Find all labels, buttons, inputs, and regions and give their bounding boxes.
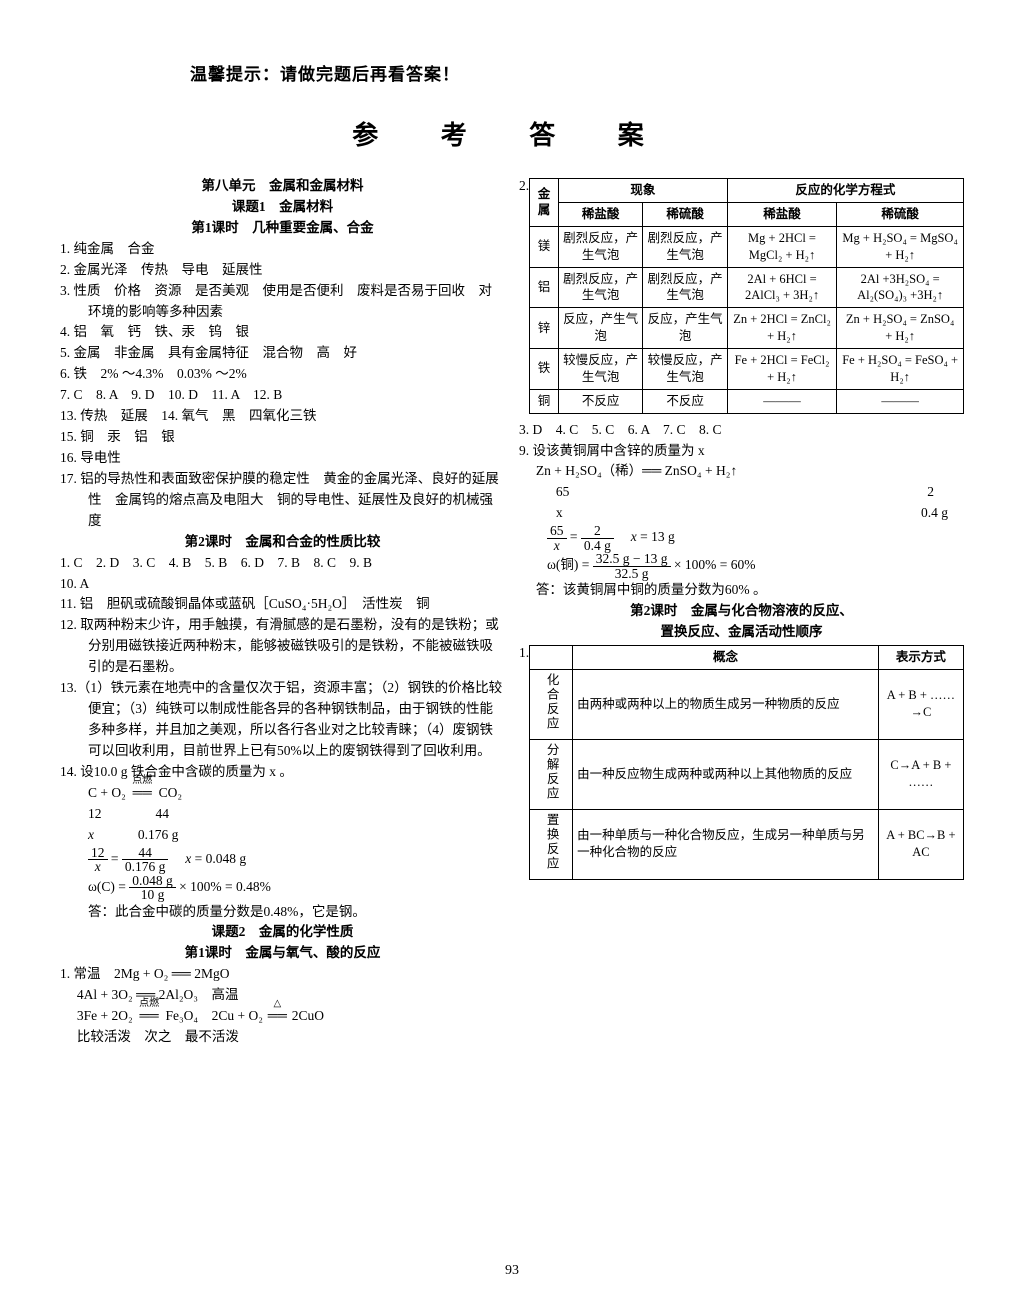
- rtt-r1-f: A + B + ……→C: [878, 669, 963, 739]
- lesson2-2-heading2: 置换反应、金属活动性顺序: [519, 622, 964, 643]
- line-13: 13. 传热 延展 14. 氧气 黑 四氧化三铁: [60, 406, 505, 427]
- rtt-h-form: 表示方式: [878, 646, 963, 670]
- rt-fe-d: Fe + H₂SO₄ = FeSO₄ + H₂↑: [837, 349, 964, 390]
- line-4: 4. 铝 氧 钙 铁、汞 钨 银: [60, 322, 505, 343]
- rt-fe-c: Fe + 2HCl = FeCl₂ + H₂↑: [727, 349, 836, 390]
- rt-mg-a: 剧烈反应，产生气泡: [558, 226, 642, 267]
- line-20: 10. A: [60, 574, 505, 595]
- line-17: 17. 铝的导热性和表面致密保护膜的稳定性 黄金的金属光泽、良好的延展性 金属钨…: [60, 469, 505, 532]
- rt-cu-a: 不反应: [558, 389, 642, 413]
- eq-12-44: 12 44: [60, 804, 505, 825]
- line-23: 13.（1）铁元素在地壳中的含量仅次于铝，资源丰富；（2）钢铁的价格比较便宜；（…: [60, 678, 505, 762]
- rtt-r2-c: 由一种反应物生成两种或两种以上其他物质的反应: [573, 739, 879, 809]
- rtt-r3-name: 置换反应: [530, 809, 573, 879]
- line-6: 6. 铁 2% ～4.3% 0.03% ～2%: [60, 364, 505, 385]
- rtt-h-blank: [530, 646, 573, 670]
- rt-h-phen: 现象: [558, 179, 727, 203]
- rt-cu-name: 铜: [530, 389, 559, 413]
- line-7-12: 7. C 8. A 9. D 10. D 11. A 12. B: [60, 385, 505, 406]
- line-1: 1. 纯金属 合金: [60, 239, 505, 260]
- rt-fe-name: 铁: [530, 349, 559, 390]
- lesson2-2-heading1: 第2课时 金属与化合物溶液的反应、: [519, 601, 964, 622]
- rt-al-name: 铝: [530, 267, 559, 308]
- q1-right-label: 1.: [519, 643, 529, 664]
- main-title: 参 考 答 案: [60, 115, 964, 152]
- line-22: 12. 取两种粉末少许，用手触摸，有滑腻感的是石墨粉，没有的是铁粉；或分别用磁铁…: [60, 615, 505, 678]
- topic2-heading: 课题2 金属的化学性质: [60, 922, 505, 943]
- page-number: 93: [0, 1263, 1024, 1279]
- reaction-table: 金属 现象 反应的化学方程式 稀盐酸 稀硫酸 稀盐酸 稀硫酸 镁 剧烈反应，产生…: [529, 178, 964, 414]
- rtt-r3-c: 由一种单质与一种化合物反应，生成另一种单质与另一种化合物的反应: [573, 809, 879, 879]
- line-31c: 3Fe + 2O₂ 点燃══ Fe₃O₄ 2Cu + O₂ △══ 2CuO: [60, 1006, 505, 1027]
- rtt-r3-f: A + BC→B + AC: [878, 809, 963, 879]
- line-9b: Zn + H₂SO₄（稀）══ ZnSO₄ + H₂↑: [519, 461, 964, 482]
- rt-h-p2: 稀硫酸: [643, 202, 727, 226]
- topic1-heading: 课题1 金属材料: [60, 197, 505, 218]
- lesson2-1-heading: 第1课时 金属与氧气、酸的反应: [60, 943, 505, 964]
- rt-h-eq: 反应的化学方程式: [727, 179, 963, 203]
- eq-omega-c: ω(C) = 0.048 g10 g × 100% = 0.48%: [60, 874, 505, 902]
- rtt-r2-f: C→A + B + ……: [878, 739, 963, 809]
- two-columns: 第八单元 金属和金属材料 课题1 金属材料 第1课时 几种重要金属、合金 1. …: [60, 176, 964, 1048]
- rt-al-a: 剧烈反应，产生气泡: [558, 267, 642, 308]
- rt-mg-c: Mg + 2HCl = MgCl₂ + H₂↑: [727, 226, 836, 267]
- line-15: 15. 铜 汞 铝 银: [60, 427, 505, 448]
- q1-right: 1. 概念 表示方式 化合反应 由两种或两种以上的物质生成另一种物质的反应 A …: [519, 643, 964, 886]
- eq-x-0176: x 0.176 g: [60, 825, 505, 846]
- rt-cu-b: 不反应: [643, 389, 727, 413]
- unit-heading: 第八单元 金属和金属材料: [60, 176, 505, 197]
- line-9a: 9. 设该黄铜屑中含锌的质量为 x: [519, 441, 964, 462]
- line-16: 16. 导电性: [60, 448, 505, 469]
- line-9g: 答：该黄铜屑中铜的质量分数为60% 。: [519, 580, 964, 601]
- eq-c-o2: C + O₂ 点燃══ CO₂: [60, 783, 505, 804]
- rt-al-d: 2Al +3H₂SO₄ = Al₂(SO₄)₃ +3H₂↑: [837, 267, 964, 308]
- line-31d: 比较活泼 次之 最不活泼: [60, 1027, 505, 1048]
- rt-zn-b: 反应，产生气泡: [643, 308, 727, 349]
- rt-fe-a: 较慢反应，产生气泡: [558, 349, 642, 390]
- rt-zn-d: Zn + H₂SO₄ = ZnSO₄ + H₂↑: [837, 308, 964, 349]
- rtt-h-concept: 概念: [573, 646, 879, 670]
- page: 温馨提示：请做完题后再看答案！ 参 考 答 案 第八单元 金属和金属材料 课题1…: [0, 0, 1024, 1301]
- rt-zn-name: 锌: [530, 308, 559, 349]
- rt-mg-d: Mg + H₂SO₄ = MgSO₄ + H₂↑: [837, 226, 964, 267]
- line-5: 5. 金属 非金属 具有金属特征 混合物 高 好: [60, 343, 505, 364]
- line-9e: 65x = 20.4 g x = 13 g: [519, 524, 964, 552]
- line-21: 11. 铝 胆矾或硫酸铜晶体或蓝矾［CuSO₄·5H₂O］ 活性炭 铜: [60, 594, 505, 615]
- column-left: 第八单元 金属和金属材料 课题1 金属材料 第1课时 几种重要金属、合金 1. …: [60, 176, 505, 1048]
- line-19: 1. C 2. D 3. C 4. B 5. B 6. D 7. B 8. C …: [60, 553, 505, 574]
- rt-cu-c: ———: [727, 389, 836, 413]
- rt-h-metal: 金属: [530, 179, 559, 227]
- lesson1-heading: 第1课时 几种重要金属、合金: [60, 218, 505, 239]
- line-9d: x0.4 g: [519, 503, 964, 524]
- line-9c: 652: [519, 482, 964, 503]
- rt-h-e1: 稀盐酸: [727, 202, 836, 226]
- hint-text: 温馨提示：请做完题后再看答案！: [190, 60, 964, 85]
- rtt-r1-name: 化合反应: [530, 669, 573, 739]
- rtt-r1-c: 由两种或两种以上的物质生成另一种物质的反应: [573, 669, 879, 739]
- rt-zn-a: 反应，产生气泡: [558, 308, 642, 349]
- rt-mg-name: 镁: [530, 226, 559, 267]
- rt-cu-d: ———: [837, 389, 964, 413]
- column-right: 2. 金属 现象 反应的化学方程式 稀盐酸 稀硫酸 稀盐酸 稀硫酸 镁: [519, 176, 964, 1048]
- lesson2-heading: 第2课时 金属和合金的性质比较: [60, 532, 505, 553]
- rt-al-c: 2Al + 6HCl = 2AlCl₃ + 3H₂↑: [727, 267, 836, 308]
- line-3-8: 3. D 4. C 5. C 6. A 7. C 8. C: [519, 420, 964, 441]
- line-24: 14. 设10.0 g 铁合金中含碳的质量为 x 。: [60, 762, 505, 783]
- rt-h-p1: 稀盐酸: [558, 202, 642, 226]
- reaction-type-table: 概念 表示方式 化合反应 由两种或两种以上的物质生成另一种物质的反应 A + B…: [529, 645, 964, 880]
- rt-al-b: 剧烈反应，产生气泡: [643, 267, 727, 308]
- rt-fe-b: 较慢反应，产生气泡: [643, 349, 727, 390]
- q2: 2. 金属 现象 反应的化学方程式 稀盐酸 稀硫酸 稀盐酸 稀硫酸 镁: [519, 176, 964, 420]
- rt-mg-b: 剧烈反应，产生气泡: [643, 226, 727, 267]
- line-28: 答：此合金中碳的质量分数是0.48%，它是钢。: [60, 902, 505, 923]
- line-31a: 1. 常温 2Mg + O₂ ══ 2MgO: [60, 964, 505, 985]
- q2-label: 2.: [519, 176, 529, 197]
- rt-h-e2: 稀硫酸: [837, 202, 964, 226]
- rtt-r2-name: 分解反应: [530, 739, 573, 809]
- line-2: 2. 金属光泽 传热 导电 延展性: [60, 260, 505, 281]
- rt-zn-c: Zn + 2HCl = ZnCl₂ + H₂↑: [727, 308, 836, 349]
- line-9f: ω(铜) = 32.5 g − 13 g32.5 g × 100% = 60%: [519, 552, 964, 580]
- eq-frac-solve: 12x = 440.176 g x = 0.048 g: [60, 846, 505, 874]
- line-3: 3. 性质 价格 资源 是否美观 使用是否便利 废料是否易于回收 对环境的影响等…: [60, 281, 505, 323]
